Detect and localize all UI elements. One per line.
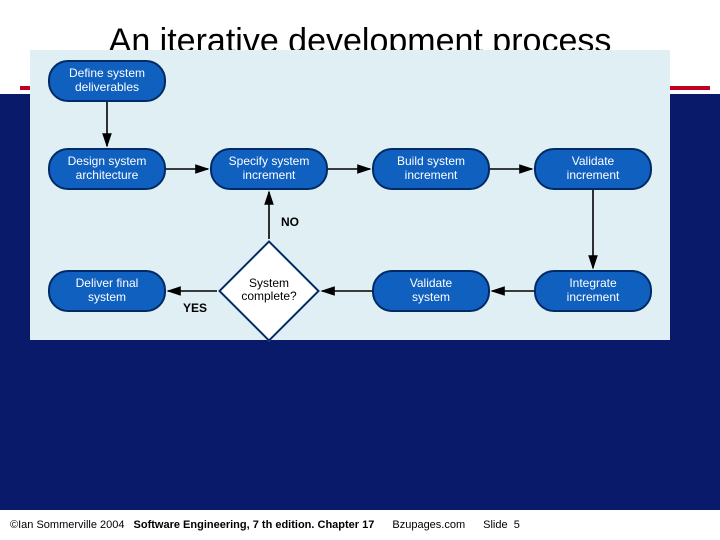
slide-root: An iterative development process Defi xyxy=(0,0,720,540)
node-label: Specify system increment xyxy=(229,155,310,183)
decision-node: System complete? xyxy=(219,241,319,341)
node-spec: Specify system increment xyxy=(210,148,328,190)
footer-site: Bzupages.com xyxy=(392,519,465,531)
node-define: Define system deliverables xyxy=(48,60,166,102)
edge-label-no: NO xyxy=(281,215,299,229)
node-valsys: Validate system xyxy=(372,270,490,312)
footer-book: Software Engineering, 7 th edition. Chap… xyxy=(134,519,375,531)
node-integ: Integrate increment xyxy=(534,270,652,312)
decision-label: System complete? xyxy=(219,277,319,303)
node-valinc: Validate increment xyxy=(534,148,652,190)
node-label: Deliver final system xyxy=(76,277,139,305)
slide-footer: ©Ian Sommerville 2004 Software Engineeri… xyxy=(0,510,720,540)
flowchart: Define system deliverables Design system… xyxy=(30,50,670,340)
node-label: Design system architecture xyxy=(68,155,147,183)
edge-label-yes: YES xyxy=(183,301,207,315)
node-archi: Design system architecture xyxy=(48,148,166,190)
node-label: Define system deliverables xyxy=(69,67,145,95)
node-label: Validate system xyxy=(410,277,452,305)
footer-copyright: ©Ian Sommerville 2004 xyxy=(10,519,128,531)
node-label: Integrate increment xyxy=(567,277,620,305)
node-deliver: Deliver final system xyxy=(48,270,166,312)
footer-slide-num: Slide 5 xyxy=(483,519,520,531)
node-build: Build system increment xyxy=(372,148,490,190)
node-label: Validate increment xyxy=(567,155,620,183)
node-label: Build system increment xyxy=(397,155,465,183)
